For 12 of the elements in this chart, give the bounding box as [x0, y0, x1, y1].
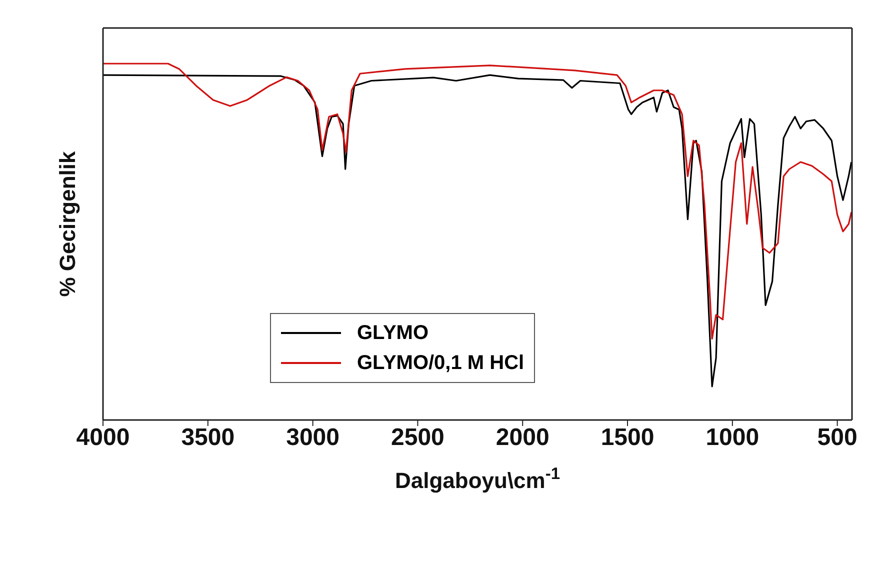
legend-label: GLYMO/0,1 M HCl	[357, 352, 524, 374]
x-axis-title: Dalgaboyu\cm$^{-1}$	[394, 465, 560, 493]
x-tick-label: 3500	[181, 424, 235, 452]
y-axis-title: % Gecirgenlik	[55, 150, 80, 297]
x-tick-label: 4000	[76, 424, 130, 452]
x-tick-label: 500	[817, 424, 858, 452]
legend-label: GLYMO	[357, 322, 428, 344]
x-tick-label: 1000	[706, 424, 760, 452]
x-tick-label: 3000	[286, 424, 340, 452]
x-tick-label: 2000	[496, 424, 550, 452]
x-tick-label: 1500	[600, 424, 654, 452]
x-tick-label: 2500	[391, 424, 444, 452]
